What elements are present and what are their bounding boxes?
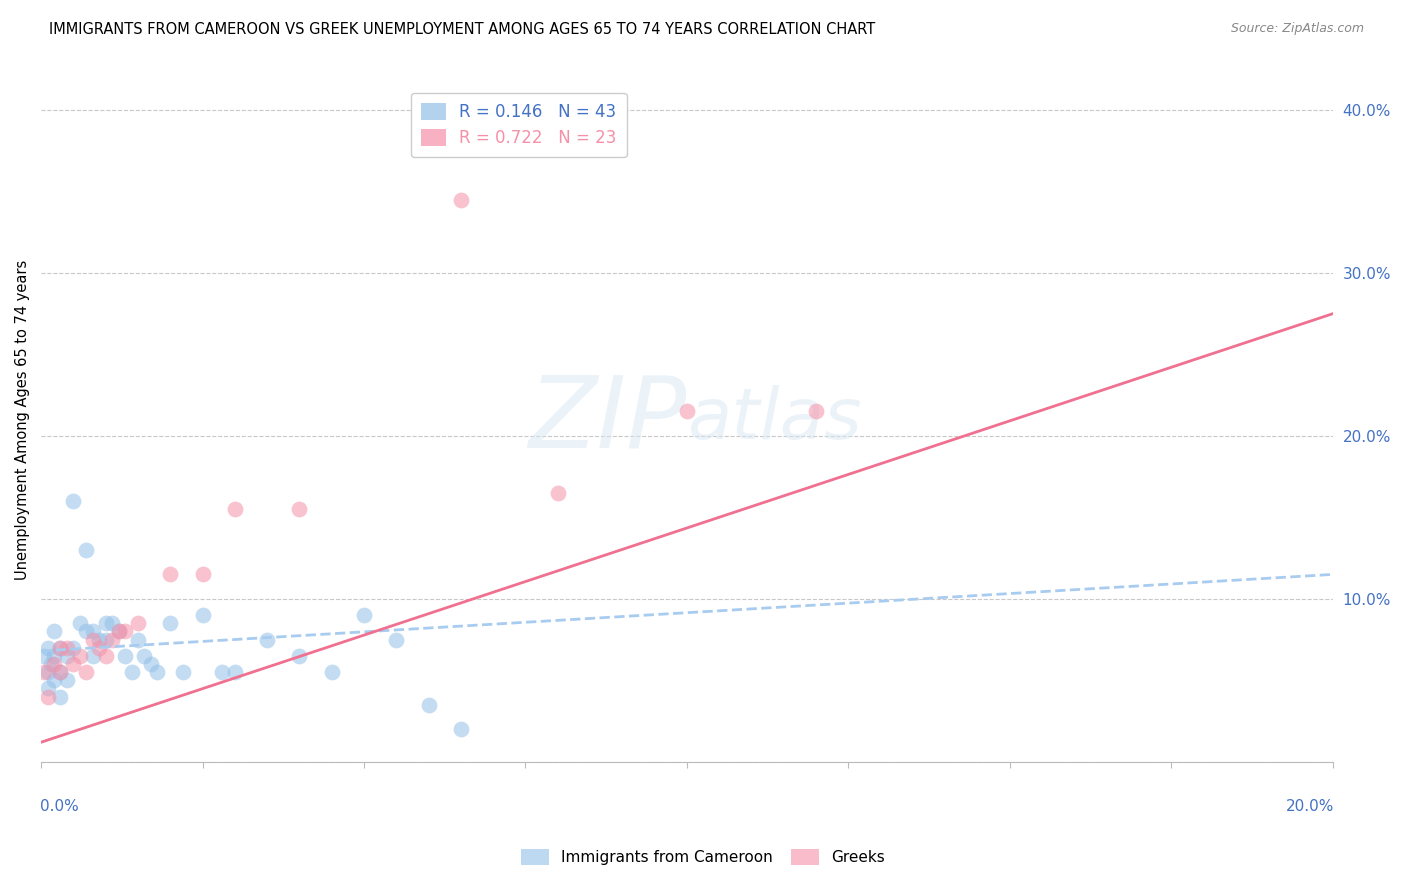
- Point: [224, 502, 246, 516]
- Text: 20.0%: 20.0%: [1285, 799, 1334, 814]
- Point: [82, 648, 104, 663]
- Point: [49, 640, 72, 655]
- Point: [191, 567, 214, 582]
- Point: [288, 648, 311, 663]
- Point: [450, 193, 472, 207]
- Point: [159, 567, 181, 582]
- Point: [107, 624, 129, 639]
- Point: [107, 624, 129, 639]
- Point: [211, 665, 233, 680]
- Point: [82, 632, 104, 647]
- Text: ZIP: ZIP: [529, 371, 688, 468]
- Point: [49, 640, 72, 655]
- Point: [676, 404, 699, 418]
- Point: [101, 632, 124, 647]
- Point: [94, 632, 117, 647]
- Point: [34, 648, 56, 663]
- Point: [89, 632, 111, 647]
- Point: [139, 657, 162, 671]
- Point: [82, 624, 104, 639]
- Point: [37, 690, 59, 704]
- Point: [127, 616, 149, 631]
- Point: [191, 608, 214, 623]
- Text: IMMIGRANTS FROM CAMEROON VS GREEK UNEMPLOYMENT AMONG AGES 65 TO 74 YEARS CORRELA: IMMIGRANTS FROM CAMEROON VS GREEK UNEMPL…: [49, 22, 876, 37]
- Text: 0.0%: 0.0%: [39, 799, 79, 814]
- Point: [37, 665, 59, 680]
- Point: [62, 640, 84, 655]
- Point: [288, 502, 311, 516]
- Point: [134, 648, 156, 663]
- Point: [256, 632, 278, 647]
- Point: [62, 657, 84, 671]
- Text: Source: ZipAtlas.com: Source: ZipAtlas.com: [1230, 22, 1364, 36]
- Point: [37, 681, 59, 696]
- Point: [69, 616, 91, 631]
- Point: [172, 665, 194, 680]
- Point: [146, 665, 169, 680]
- Y-axis label: Unemployment Among Ages 65 to 74 years: Unemployment Among Ages 65 to 74 years: [15, 260, 30, 580]
- Point: [75, 624, 97, 639]
- Point: [42, 657, 65, 671]
- Point: [62, 494, 84, 508]
- Point: [353, 608, 375, 623]
- Point: [159, 616, 181, 631]
- Point: [385, 632, 408, 647]
- Point: [34, 665, 56, 680]
- Point: [114, 648, 136, 663]
- Point: [42, 648, 65, 663]
- Point: [75, 543, 97, 558]
- Point: [49, 690, 72, 704]
- Point: [42, 673, 65, 688]
- Point: [56, 648, 79, 663]
- Point: [547, 486, 569, 500]
- Point: [49, 665, 72, 680]
- Point: [94, 616, 117, 631]
- Point: [450, 722, 472, 736]
- Point: [56, 640, 79, 655]
- Legend: Immigrants from Cameroon, Greeks: Immigrants from Cameroon, Greeks: [515, 843, 891, 871]
- Point: [114, 624, 136, 639]
- Point: [56, 673, 79, 688]
- Point: [89, 640, 111, 655]
- Text: atlas: atlas: [688, 385, 862, 454]
- Point: [121, 665, 143, 680]
- Point: [101, 616, 124, 631]
- Point: [75, 665, 97, 680]
- Point: [127, 632, 149, 647]
- Point: [69, 648, 91, 663]
- Point: [37, 640, 59, 655]
- Point: [49, 665, 72, 680]
- Point: [321, 665, 343, 680]
- Point: [418, 698, 440, 712]
- Point: [39, 657, 62, 671]
- Point: [94, 648, 117, 663]
- Point: [224, 665, 246, 680]
- Legend: R = 0.146   N = 43, R = 0.722   N = 23: R = 0.146 N = 43, R = 0.722 N = 23: [411, 93, 627, 157]
- Point: [804, 404, 827, 418]
- Point: [42, 624, 65, 639]
